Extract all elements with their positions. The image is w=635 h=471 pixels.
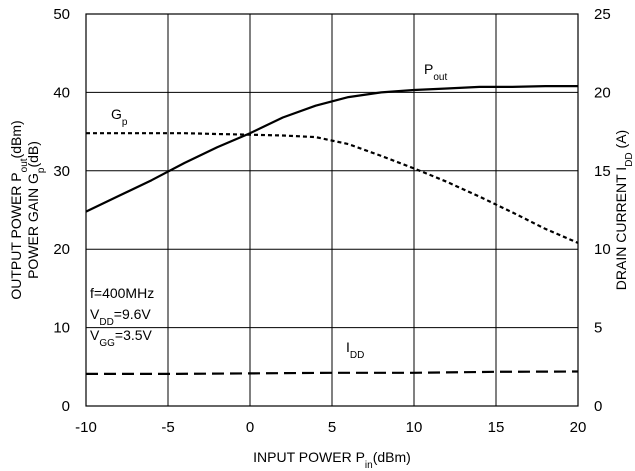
left-y-tick-label: 0 xyxy=(62,398,70,415)
series-label-idd: IDD xyxy=(346,339,364,361)
left-y-tick-label: 10 xyxy=(53,320,70,337)
series-line-gp xyxy=(86,132,579,244)
x-tick-labels: -10 -5 0 5 10 15 20 xyxy=(75,419,586,436)
series-label-pout: Pout xyxy=(424,61,447,83)
grid-lines xyxy=(86,14,578,406)
x-tick-label: 0 xyxy=(246,419,254,436)
left-y-tick-label: 20 xyxy=(53,241,70,258)
x-tick-label: 20 xyxy=(570,419,587,436)
series-label-gp: Gp xyxy=(111,106,128,128)
x-axis-title: INPUT POWER Pin(dBm) xyxy=(253,449,411,471)
right-y-tick-label: 0 xyxy=(594,398,602,415)
right-y-tick-label: 5 xyxy=(594,320,602,337)
right-y-tick-labels: 0 5 10 15 20 25 xyxy=(594,6,611,415)
left-y-tick-label: 30 xyxy=(53,163,70,180)
x-tick-label: 5 xyxy=(328,419,336,436)
condition-vdd: VDD=9.6V xyxy=(90,306,151,328)
right-y-tick-label: 20 xyxy=(594,84,611,101)
left-y-tick-label: 50 xyxy=(53,6,70,23)
condition-frequency: f=400MHz xyxy=(90,285,154,301)
series-layer xyxy=(85,84,579,375)
conditions-annotation: f=400MHz VDD=9.6V VGG=3.5V xyxy=(90,285,154,349)
x-tick-label: -5 xyxy=(161,419,174,436)
left-axis-title-line1: OUTPUT POWER Pout(dBm) xyxy=(8,120,30,299)
plot-frame xyxy=(85,13,579,407)
left-axis-title-line2: POWER GAIN Gp(dB) xyxy=(25,141,47,279)
x-tick-label: -10 xyxy=(75,419,97,436)
right-y-tick-label: 10 xyxy=(594,241,611,258)
condition-vgg: VGG=3.5V xyxy=(90,327,153,349)
x-tick-label: 10 xyxy=(406,419,423,436)
right-axis-title: DRAIN CURRENT IDD (A) xyxy=(613,130,635,290)
left-y-tick-label: 40 xyxy=(53,84,70,101)
series-line-pout xyxy=(85,84,578,213)
right-y-tick-label: 15 xyxy=(594,163,611,180)
series-line-idd xyxy=(86,370,579,375)
right-y-tick-label: 25 xyxy=(594,6,611,23)
x-tick-label: 15 xyxy=(488,419,505,436)
left-y-tick-labels: 0 10 20 30 40 50 xyxy=(53,6,70,415)
